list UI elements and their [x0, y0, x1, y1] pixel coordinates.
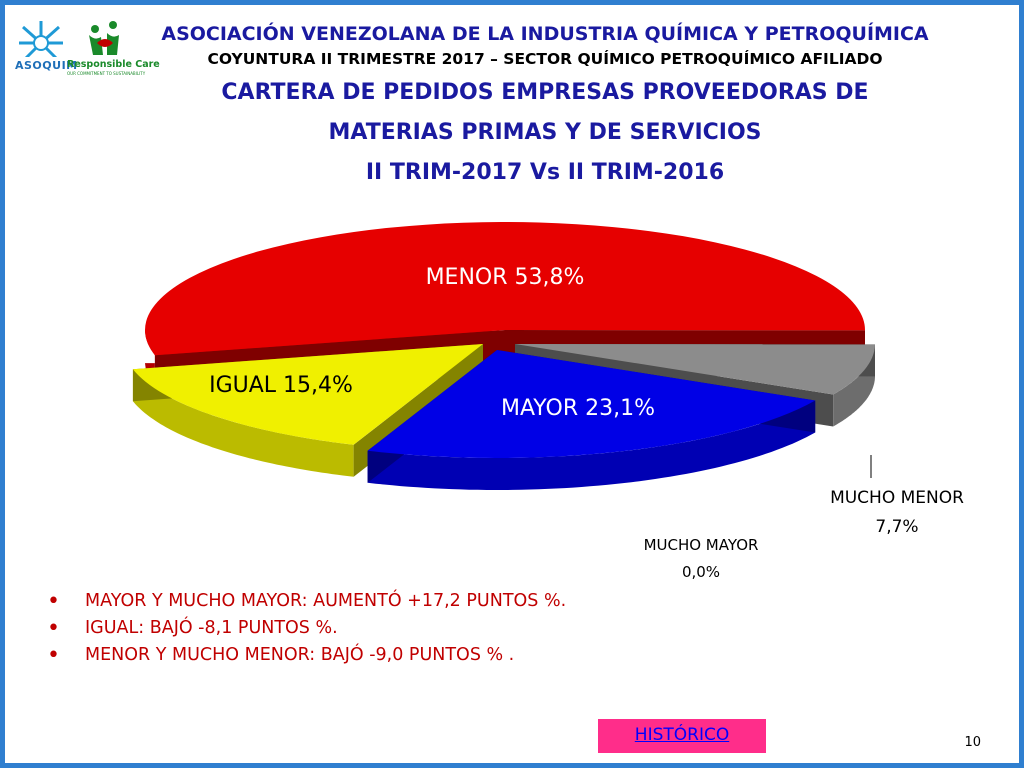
org-title: ASOCIACIÓN VENEZOLANA DE LA INDUSTRIA QU… — [161, 23, 929, 45]
chart-title-line-2: MATERIAS PRIMAS Y DE SERVICIOS — [328, 120, 762, 145]
bullet-item: MENOR Y MUCHO MENOR: BAJÓ -9,0 PUNTOS % … — [47, 642, 566, 669]
pie-slice-mayor — [367, 350, 816, 459]
historico-link[interactable]: HISTÓRICO — [634, 725, 730, 745]
bullet-item: MAYOR Y MUCHO MAYOR: AUMENTÓ +17,2 PUNTO… — [47, 588, 566, 615]
data-label-menor: MENOR 53,8% — [426, 265, 585, 290]
responsible-care-text: Responsible Care — [67, 59, 160, 70]
data-label-igual: IGUAL 15,4% — [209, 373, 353, 398]
value-label-mucho-mayor: 0,0% — [682, 563, 720, 581]
bullet-item: IGUAL: BAJÓ -8,1 PUNTOS %. — [47, 615, 566, 642]
value-label-mucho-menor: 7,7% — [875, 517, 918, 537]
pie-labels: MENOR 53,8% MUCHO MENOR 7,7% MUCHO MAYOR 0,0… — [209, 265, 964, 581]
asoquim-logo-icon — [13, 21, 119, 73]
pie-slice-wall-igual — [132, 369, 354, 477]
pie-slice-wall-mayor — [367, 400, 816, 490]
logo-area: ASOQUIM Responsible Care OUR COMMITMENT … — [13, 15, 160, 79]
pie-slice-menor — [145, 222, 866, 356]
asoquim-logo-text: ASOQUIM — [15, 59, 78, 72]
historico-button[interactable]: HISTÓRICO — [598, 719, 766, 753]
pie-slice-tops — [132, 222, 875, 459]
category-label-mucho-mayor: MUCHO MAYOR — [644, 536, 759, 554]
pie-slice-wall-mucho-menor — [833, 344, 875, 427]
bullet-list: MAYOR Y MUCHO MAYOR: AUMENTÓ +17,2 PUNTO… — [47, 588, 566, 669]
chart-title-line-3: II TRIM-2017 Vs II TRIM-2016 — [365, 160, 725, 185]
page-number: 10 — [964, 735, 981, 750]
subtitle: COYUNTURA II TRIMESTRE 2017 – SECTOR QUÍ… — [207, 50, 883, 68]
responsible-care-icon — [89, 21, 119, 55]
data-label-mayor: MAYOR 23,1% — [501, 396, 655, 421]
pie-slice-igual — [132, 344, 483, 445]
pie-slice-mucho-menor — [515, 344, 875, 395]
category-label-mucho-menor: MUCHO MENOR — [830, 488, 964, 508]
responsible-care-tagline: OUR COMMITMENT TO SUSTAINABILITY — [67, 71, 146, 76]
chart-title-line-1: CARTERA DE PEDIDOS EMPRESAS PROVEEDORAS … — [221, 80, 869, 105]
